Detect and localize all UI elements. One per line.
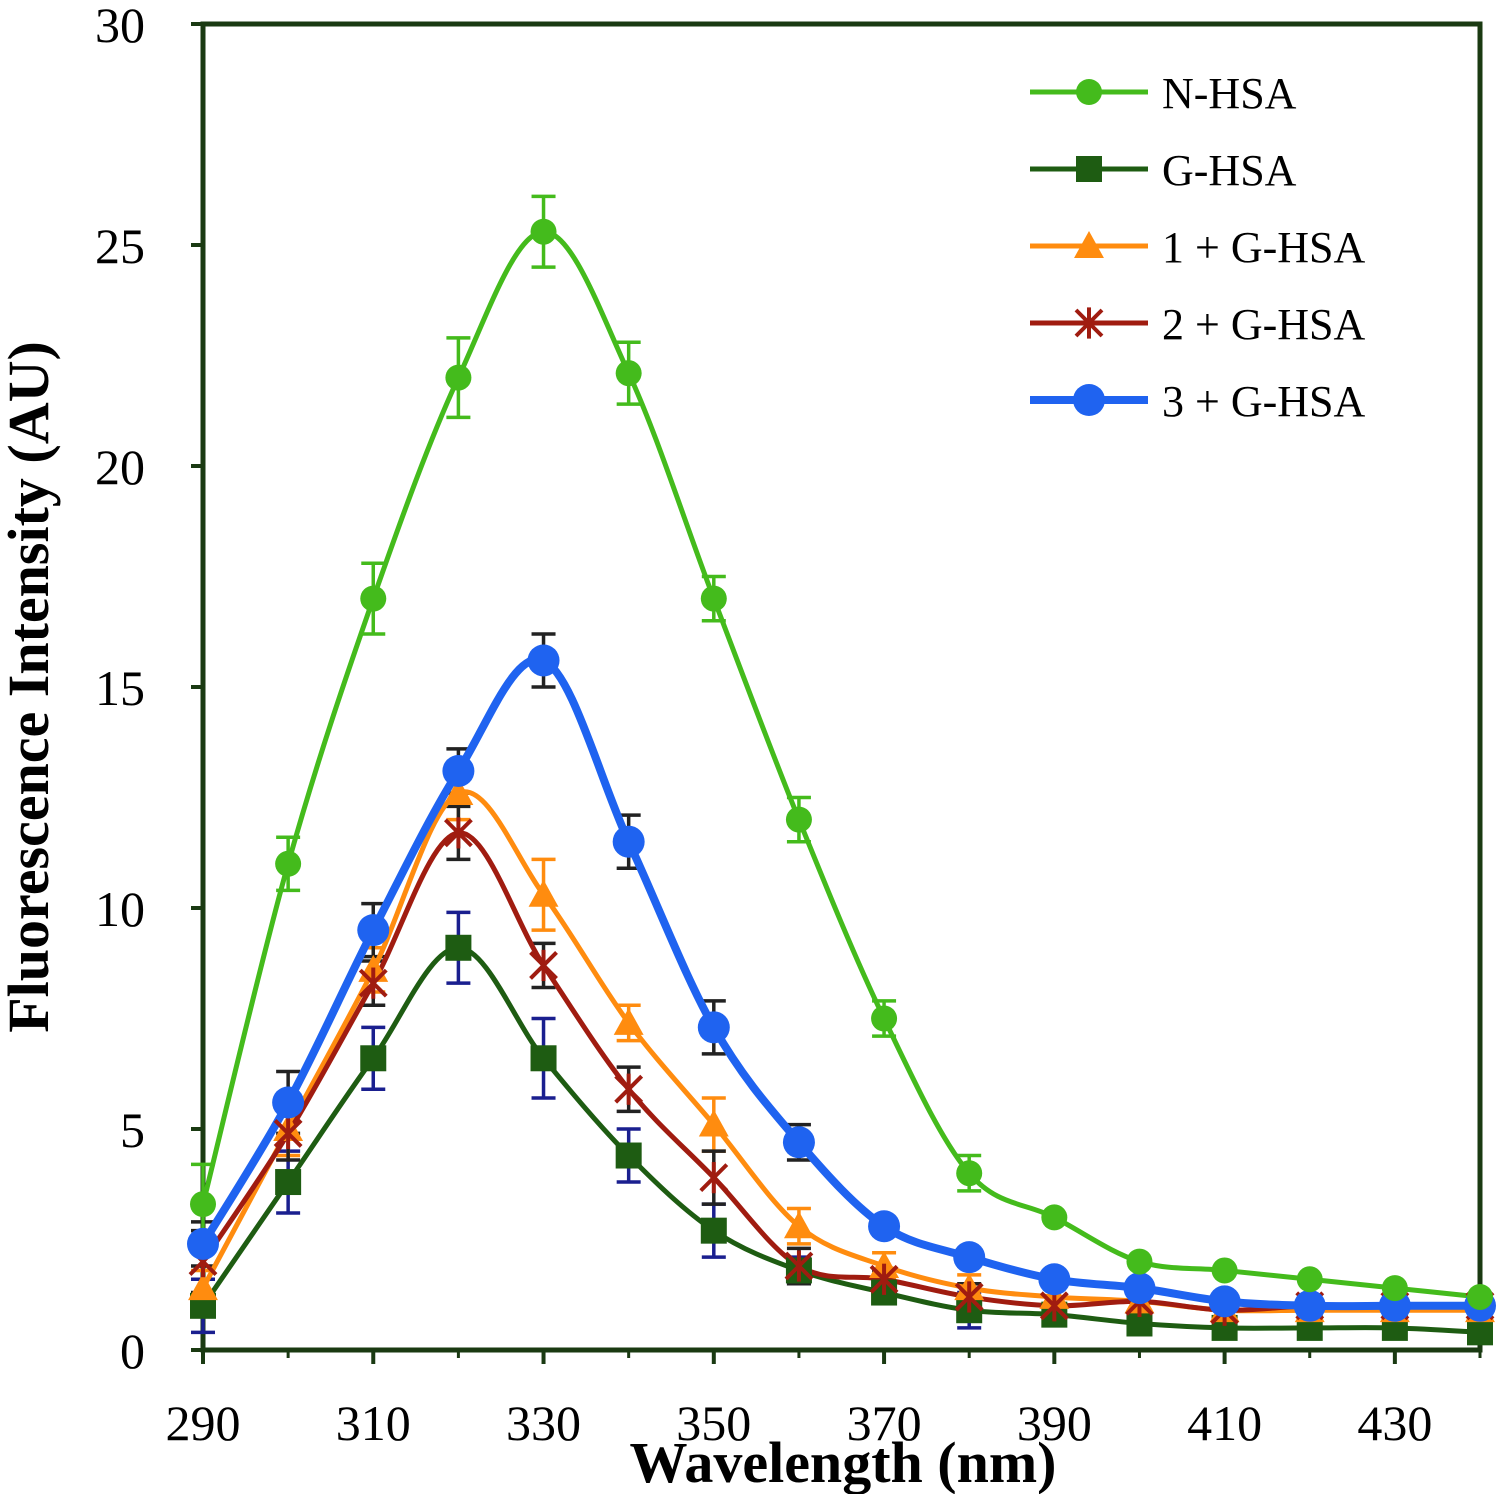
y-tick-label: 0 xyxy=(120,1323,145,1379)
data-point xyxy=(1296,1266,1323,1293)
data-point xyxy=(783,1211,814,1239)
data-point xyxy=(700,1217,727,1244)
legend-item: 3 + G-HSA xyxy=(1030,377,1365,426)
data-point xyxy=(956,1160,983,1187)
x-tick-label: 310 xyxy=(336,1395,411,1451)
data-point xyxy=(1126,1248,1153,1275)
series-line-3-g-hsa xyxy=(199,655,1480,1311)
data-point xyxy=(615,1142,642,1169)
data-point xyxy=(1381,1275,1408,1302)
data-point xyxy=(869,1263,899,1295)
x-axis-title: Wavelength (nm) xyxy=(630,1430,1057,1494)
x-tick-label: 290 xyxy=(166,1395,241,1451)
data-point xyxy=(612,825,645,858)
data-point xyxy=(613,1007,644,1035)
data-point xyxy=(358,967,388,999)
legend-label: 1 + G-HSA xyxy=(1162,223,1365,272)
data-point xyxy=(528,879,559,907)
legend-swatch-marker xyxy=(1076,79,1102,105)
y-tick-label: 15 xyxy=(95,660,145,716)
data-point xyxy=(1041,1204,1068,1231)
legend-label: 2 + G-HSA xyxy=(1162,300,1365,349)
data-point xyxy=(953,1241,986,1274)
data-point xyxy=(1038,1263,1071,1296)
data-point xyxy=(697,1011,730,1044)
data-point xyxy=(871,1005,898,1032)
data-point xyxy=(187,1227,219,1260)
series-line-2-g-hsa xyxy=(200,830,1480,1313)
series-line-1-g-hsa xyxy=(200,789,1480,1314)
data-point xyxy=(445,364,472,391)
data-point xyxy=(530,218,557,245)
legend-item: G-HSA xyxy=(1030,146,1297,195)
legend-item: N-HSA xyxy=(1030,69,1297,118)
x-tick-label: 410 xyxy=(1187,1395,1262,1451)
x-tick-label: 370 xyxy=(847,1395,922,1451)
data-point xyxy=(614,1073,644,1105)
legend-label: G-HSA xyxy=(1162,146,1297,195)
data-point xyxy=(699,1162,729,1194)
data-point xyxy=(188,1273,218,1301)
data-point xyxy=(1208,1285,1241,1318)
y-axis-title: Fluorescence Intensity (AU) xyxy=(0,341,61,1033)
data-point xyxy=(273,1117,303,1150)
y-tick-label: 30 xyxy=(95,0,145,53)
y-tick-label: 20 xyxy=(95,439,145,495)
data-point xyxy=(360,1045,387,1072)
x-tick-label: 390 xyxy=(1017,1395,1092,1451)
x-tick-label: 330 xyxy=(506,1395,581,1451)
data-point xyxy=(527,644,560,677)
data-point xyxy=(275,850,302,877)
data-point xyxy=(615,360,642,387)
data-point xyxy=(445,934,472,961)
data-point xyxy=(868,1210,901,1243)
data-point xyxy=(442,754,475,787)
data-point xyxy=(954,1281,984,1313)
data-point xyxy=(698,1109,729,1137)
data-point xyxy=(1123,1272,1156,1305)
y-tick-label: 25 xyxy=(95,218,145,274)
legend-swatch-marker xyxy=(1076,156,1102,182)
data-point xyxy=(530,1045,557,1072)
data-point xyxy=(190,1191,216,1218)
data-point xyxy=(529,949,558,982)
data-point xyxy=(1293,1289,1326,1322)
x-axis: 290 310 330 350 370 390 410 430 xyxy=(166,1350,1482,1451)
legend-swatch-marker xyxy=(1074,231,1104,258)
data-point xyxy=(1211,1257,1238,1284)
data-point xyxy=(784,1250,814,1282)
data-point xyxy=(1039,1290,1069,1322)
data-point xyxy=(785,806,812,833)
series-markers xyxy=(187,218,1496,1346)
data-point xyxy=(275,1169,302,1196)
data-point xyxy=(360,585,387,612)
y-axis: 0 5 10 15 20 25 30 xyxy=(95,0,203,1379)
data-point xyxy=(272,1086,305,1119)
y-tick-label: 10 xyxy=(95,881,145,937)
legend-swatch-marker xyxy=(1074,307,1104,339)
x-tick-label: 430 xyxy=(1357,1395,1432,1451)
data-point xyxy=(782,1126,815,1159)
data-point xyxy=(1467,1283,1493,1310)
legend-label: N-HSA xyxy=(1162,69,1297,118)
data-point xyxy=(700,585,727,612)
legend-item: 1 + G-HSA xyxy=(1030,223,1365,272)
legend: N-HSA G-HSA 1 + G-HSA 2 + G-HSA 3 + G-HSA xyxy=(1030,69,1365,426)
legend-item: 2 + G-HSA xyxy=(1030,300,1365,349)
error-bars xyxy=(191,194,982,1335)
legend-swatch-marker xyxy=(1073,384,1105,416)
data-point xyxy=(443,778,474,806)
data-point xyxy=(1467,1319,1493,1346)
x-tick-label: 350 xyxy=(676,1395,751,1451)
legend-label: 3 + G-HSA xyxy=(1162,377,1365,426)
y-tick-label: 5 xyxy=(120,1102,145,1158)
data-point xyxy=(357,914,390,947)
data-point xyxy=(443,817,473,849)
